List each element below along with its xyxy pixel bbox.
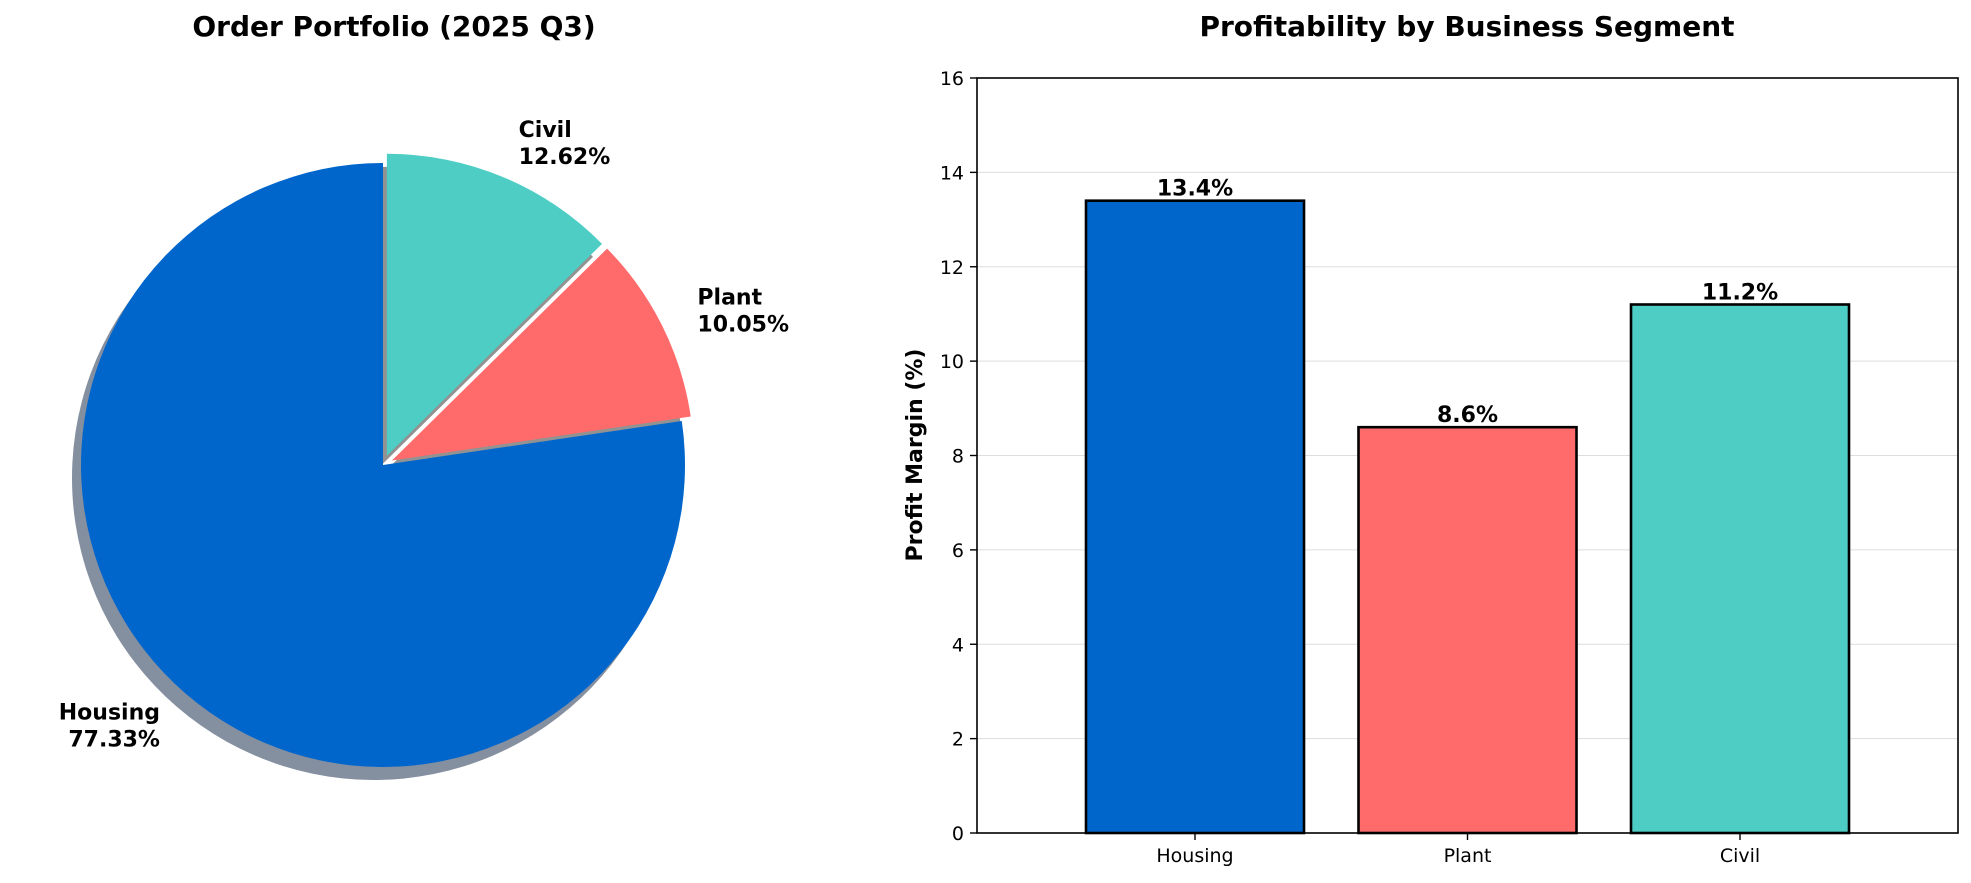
y-tick-label: 10 [940, 351, 964, 373]
bar-chart: Profitability by Business Segment 0 2 4 6 8 1… [903, 10, 1959, 867]
y-tick-label: 8 [952, 446, 964, 468]
pie-slice-housing [80, 163, 686, 767]
pie-label-percent: 10.05% [697, 312, 789, 337]
x-tick-label-plant: Plant [1444, 845, 1492, 867]
y-tick-label: 16 [940, 68, 964, 90]
bar-civil [1629, 303, 1851, 835]
pie-chart-title: Order Portfolio (2025 Q3) [192, 10, 595, 43]
pie-label-percent: 12.62% [519, 145, 611, 170]
y-tick-label: 4 [952, 634, 964, 656]
y-tick-label: 14 [940, 162, 964, 184]
bar-housing [1084, 199, 1306, 835]
y-tick-label: 6 [952, 540, 964, 562]
pie-slice-group [80, 153, 691, 767]
bar-value-label-plant: 8.6% [1437, 403, 1498, 428]
bar-value-label-group: 13.4% 8.6% 11.2% [1157, 177, 1778, 429]
bar-plant [1357, 425, 1578, 835]
y-tick-label: 2 [952, 729, 964, 751]
pie-label-category: Plant [697, 285, 762, 310]
pie-slice-civil [386, 153, 603, 456]
pie-label-percent: 77.33% [61, 727, 160, 752]
bar-chart-title: Profitability by Business Segment [1199, 10, 1734, 43]
y-tick-label: 12 [940, 257, 964, 279]
bar-value-label-civil: 11.2% [1702, 281, 1778, 306]
pie-label-housing: Housing 77.33% [59, 700, 160, 752]
y-axis: 0 2 4 6 8 10 12 14 16 [940, 68, 977, 845]
x-tick-label-civil: Civil [1720, 845, 1760, 867]
pie-label-plant: Plant 10.05% [697, 285, 789, 337]
pie-label-group: Housing 77.33% Plant 10.05% Civil 12.62% [59, 118, 789, 752]
pie-chart: Order Portfolio (2025 Q3) Housing 77.33%… [59, 10, 789, 780]
bar-value-label-housing: 13.4% [1157, 177, 1233, 202]
pie-label-civil: Civil 12.62% [519, 118, 611, 170]
y-tick-label: 0 [952, 823, 964, 845]
pie-label-category: Housing [59, 700, 160, 725]
x-tick-label-housing: Housing [1156, 845, 1233, 867]
x-axis: Housing Plant Civil [1156, 833, 1760, 867]
y-axis-label: Profit Margin (%) [903, 349, 928, 562]
pie-label-category: Civil [519, 118, 572, 143]
bar-group [1084, 199, 1851, 835]
pie-slice-plant [391, 248, 691, 461]
